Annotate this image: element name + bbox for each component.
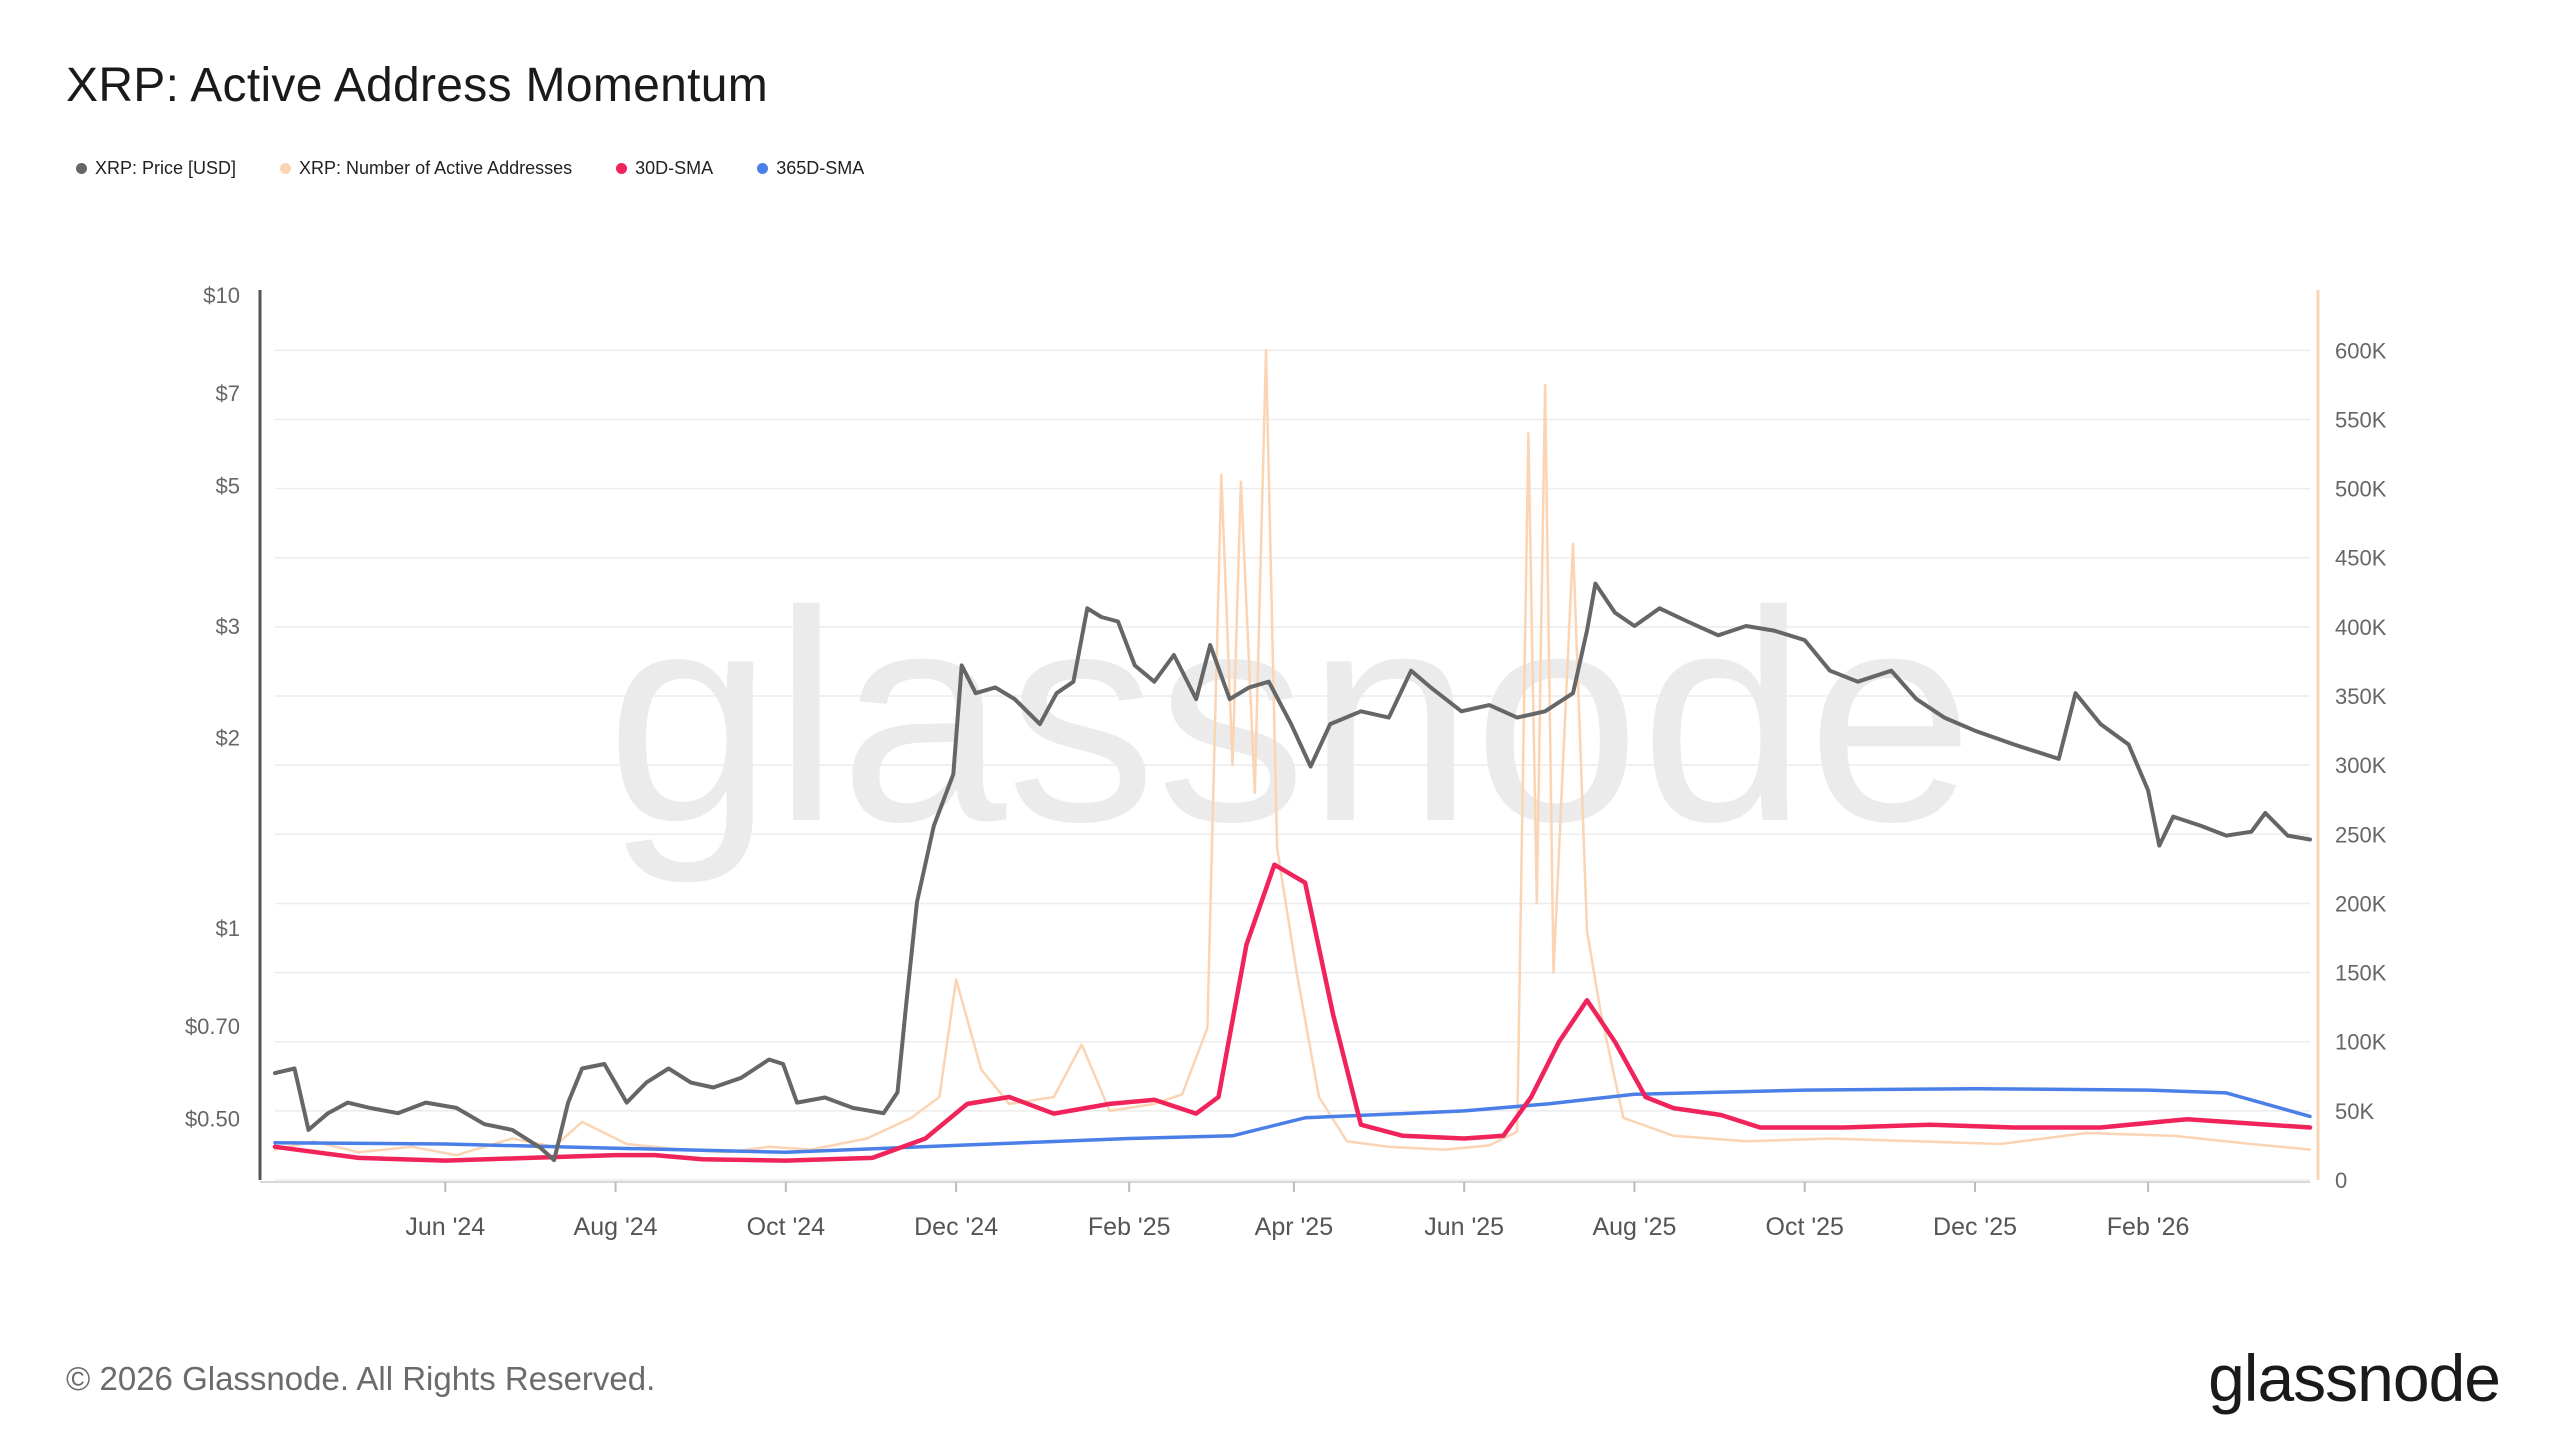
x-tick-label: Jun '24 — [405, 1213, 485, 1241]
y-right-tick-label: 50K — [2335, 1099, 2374, 1124]
legend-label-active-addresses: XRP: Number of Active Addresses — [299, 158, 573, 178]
legend-label-30d-sma: 30D-SMA — [635, 158, 714, 178]
y-right-tick-label: 200K — [2335, 891, 2387, 916]
legend-item-price[interactable]: XRP: Price [USD] — [76, 158, 236, 179]
x-tick-label: Aug '25 — [1592, 1213, 1676, 1241]
watermark-text: glassnode — [606, 548, 1974, 886]
y-left-tick-label: $0.50 — [185, 1107, 240, 1132]
y-right-tick-label: 100K — [2335, 1030, 2387, 1055]
x-tick-label: Dec '25 — [1933, 1213, 2017, 1241]
sma-365d-line[interactable] — [273, 1086, 2312, 1155]
legend-item-365d-sma[interactable]: 365D-SMA — [757, 158, 864, 179]
y-right-tick-label: 350K — [2335, 684, 2387, 709]
axes: $10 $7 $5 $3 $2 $1 $0.70 $0.50 0 50K 100K 150K 200K 2… — [185, 283, 2387, 1241]
x-tick-label: Feb '25 — [1088, 1213, 1171, 1241]
legend-dot-price — [76, 163, 87, 174]
series-layer — [272, 349, 2313, 1163]
y-right-tick-label: 400K — [2335, 615, 2387, 640]
x-tick-label: Jun '25 — [1424, 1213, 1504, 1241]
legend-label-365d-sma: 365D-SMA — [776, 158, 865, 178]
y-right-tick-label: 300K — [2335, 753, 2387, 778]
legend-label-price: XRP: Price [USD] — [95, 158, 237, 178]
y-right-tick-label: 0 — [2335, 1168, 2347, 1193]
y-left-tick-label: $7 — [216, 381, 240, 406]
copyright-text: © 2026 Glassnode. All Rights Reserved. — [66, 1360, 656, 1397]
glassnode-logo[interactable]: glassnode — [2208, 1341, 2501, 1415]
legend-dot-30d-sma — [616, 163, 628, 174]
x-tick-label: Oct '25 — [1766, 1213, 1844, 1241]
y-right-tick-label: 450K — [2335, 546, 2387, 571]
y-right-tick-label: 150K — [2335, 961, 2387, 986]
x-tick-label: Feb '26 — [2107, 1213, 2190, 1241]
sma-30d-line[interactable] — [272, 862, 2313, 1163]
x-tick-label: Dec '24 — [914, 1213, 998, 1241]
x-tick-label: Oct '24 — [747, 1213, 826, 1241]
legend-dot-365d-sma — [757, 163, 769, 174]
y-right-tick-label: 550K — [2335, 407, 2387, 432]
grid-lines — [275, 349, 2310, 1181]
chart-title: XRP: Active Address Momentum — [66, 59, 769, 112]
chart-plot: glassnode $10 $7 $5 $3 $2 $1 $0.70 $0.50 0 50K 100… — [185, 283, 2387, 1241]
y-left-tick-label: $3 — [216, 614, 240, 639]
y-left-tick-label: $0.70 — [185, 1014, 240, 1039]
x-tick-label: Aug '24 — [574, 1213, 658, 1241]
y-right-tick-label: 500K — [2335, 477, 2387, 502]
x-tick-label: Apr '25 — [1255, 1213, 1333, 1241]
y-left-tick-label: $2 — [216, 726, 240, 751]
legend-item-active-addresses[interactable]: XRP: Number of Active Addresses — [280, 158, 572, 179]
y-left-tick-label: $10 — [203, 283, 240, 308]
y-right-tick-label: 250K — [2335, 822, 2387, 847]
price-line[interactable] — [273, 581, 2312, 1163]
y-left-tick-label: $1 — [216, 916, 240, 941]
y-left-tick-label: $5 — [216, 474, 240, 499]
y-right-tick-label: 600K — [2335, 338, 2387, 363]
legend-dot-active-addresses — [280, 163, 292, 174]
legend-item-30d-sma[interactable]: 30D-SMA — [616, 158, 713, 179]
chart-legend: XRP: Price [USD] XRP: Number of Active A… — [76, 158, 864, 179]
